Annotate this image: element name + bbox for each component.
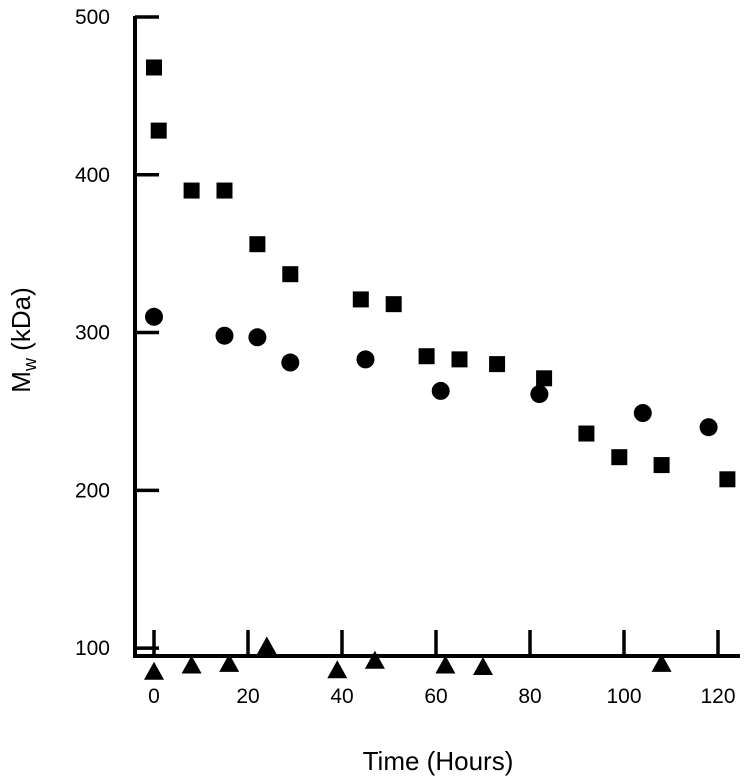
square-marker [611,449,628,466]
circle-marker [431,381,450,400]
x-tick-label: 20 [236,685,259,708]
circle-marker [281,353,300,372]
triangle-marker [144,661,164,680]
square-marker [183,182,200,199]
square-marker [352,291,369,308]
square-marker [216,182,233,199]
circle-marker [356,350,375,369]
square-marker [385,296,402,313]
square-marker [418,348,435,365]
x-tick-label: 120 [700,685,735,708]
circle-marker [215,326,234,345]
y-axis-title-subscript: w [20,357,40,372]
square-marker [150,122,167,139]
triangle-marker [256,636,277,655]
triangle-marker [651,653,672,672]
x-tick-label: 100 [606,685,641,708]
y-axis-title-unit: (kDa) [6,287,36,358]
x-tick-label: 40 [330,685,353,708]
triangle-marker [181,655,202,674]
square-marker [249,236,266,253]
square-marker [719,471,736,488]
x-tick-label: 80 [518,685,541,708]
axes [133,15,740,658]
circle-marker [248,328,267,347]
y-tick-label: 500 [75,6,110,29]
x-tick-label: 60 [424,685,447,708]
square-marker [282,266,299,283]
plot-area [144,59,736,680]
y-tick-label: 100 [75,637,110,660]
y-axis-title-main: M [6,371,36,393]
x-axis-title: Time (Hours) [363,746,514,776]
square-marker [536,370,553,387]
axis-labels: 100 200 300 400 500 0 20 40 60 80 100 120 Time (Hour… [6,6,736,776]
y-tick-label: 400 [75,164,110,187]
square-marker [489,356,506,373]
x-tick-label: 0 [148,685,160,708]
y-tick-label: 300 [75,322,110,345]
square-marker [146,59,162,76]
circle-marker [145,307,163,326]
triangle-marker [435,655,456,674]
circle-marker [633,404,652,423]
square-marker [451,351,468,368]
square-marker [653,457,670,474]
y-tick-label: 200 [75,479,110,502]
circle-marker [530,385,549,404]
y-axis-title: Mw (kDa) [6,287,40,392]
triangle-marker [364,650,385,669]
triangle-marker [219,653,240,672]
square-marker [578,425,595,442]
circle-marker [699,418,718,437]
triangle-marker [327,660,348,679]
triangle-marker [473,657,493,676]
